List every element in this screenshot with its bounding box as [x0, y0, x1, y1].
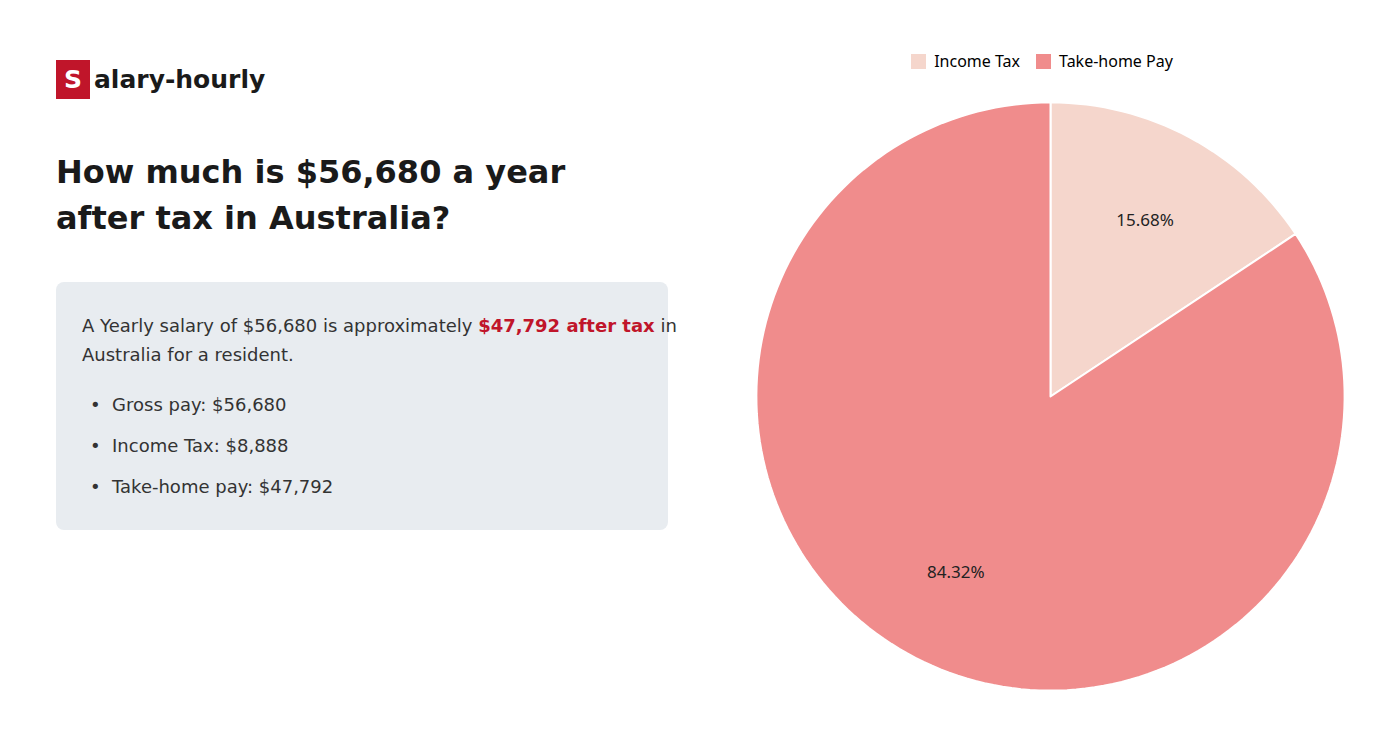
html-text:alary-hourly: alary-hourly	[94, 65, 266, 94]
html-text:Australia for a resident.: Australia for a resident.	[82, 343, 294, 365]
html-text:How much is $56,680 a year aft: How much is $56,680 a year after tax in …	[56, 153, 566, 238]
html-text:• Gross pay: $56,680: • Gross pay: $56,680	[90, 394, 287, 416]
html-text:S: S	[64, 65, 82, 94]
html-text:Take-home Pay: Take-home Pay	[1059, 50, 1173, 72]
html-text:Income Tax: Income Tax	[934, 50, 1020, 72]
html-text:• Take-home pay: $47,792: • Take-home pay: $47,792	[90, 476, 334, 498]
html-text:• Income Tax: $8,888: • Income Tax: $8,888	[90, 435, 289, 457]
svg-text:84.32%: 84.32%	[927, 560, 985, 583]
html-text:A Yearly salary of $56,680 is: A Yearly salary of $56,680 is approximat…	[82, 314, 677, 336]
svg-text:15.68%: 15.68%	[1116, 207, 1174, 230]
